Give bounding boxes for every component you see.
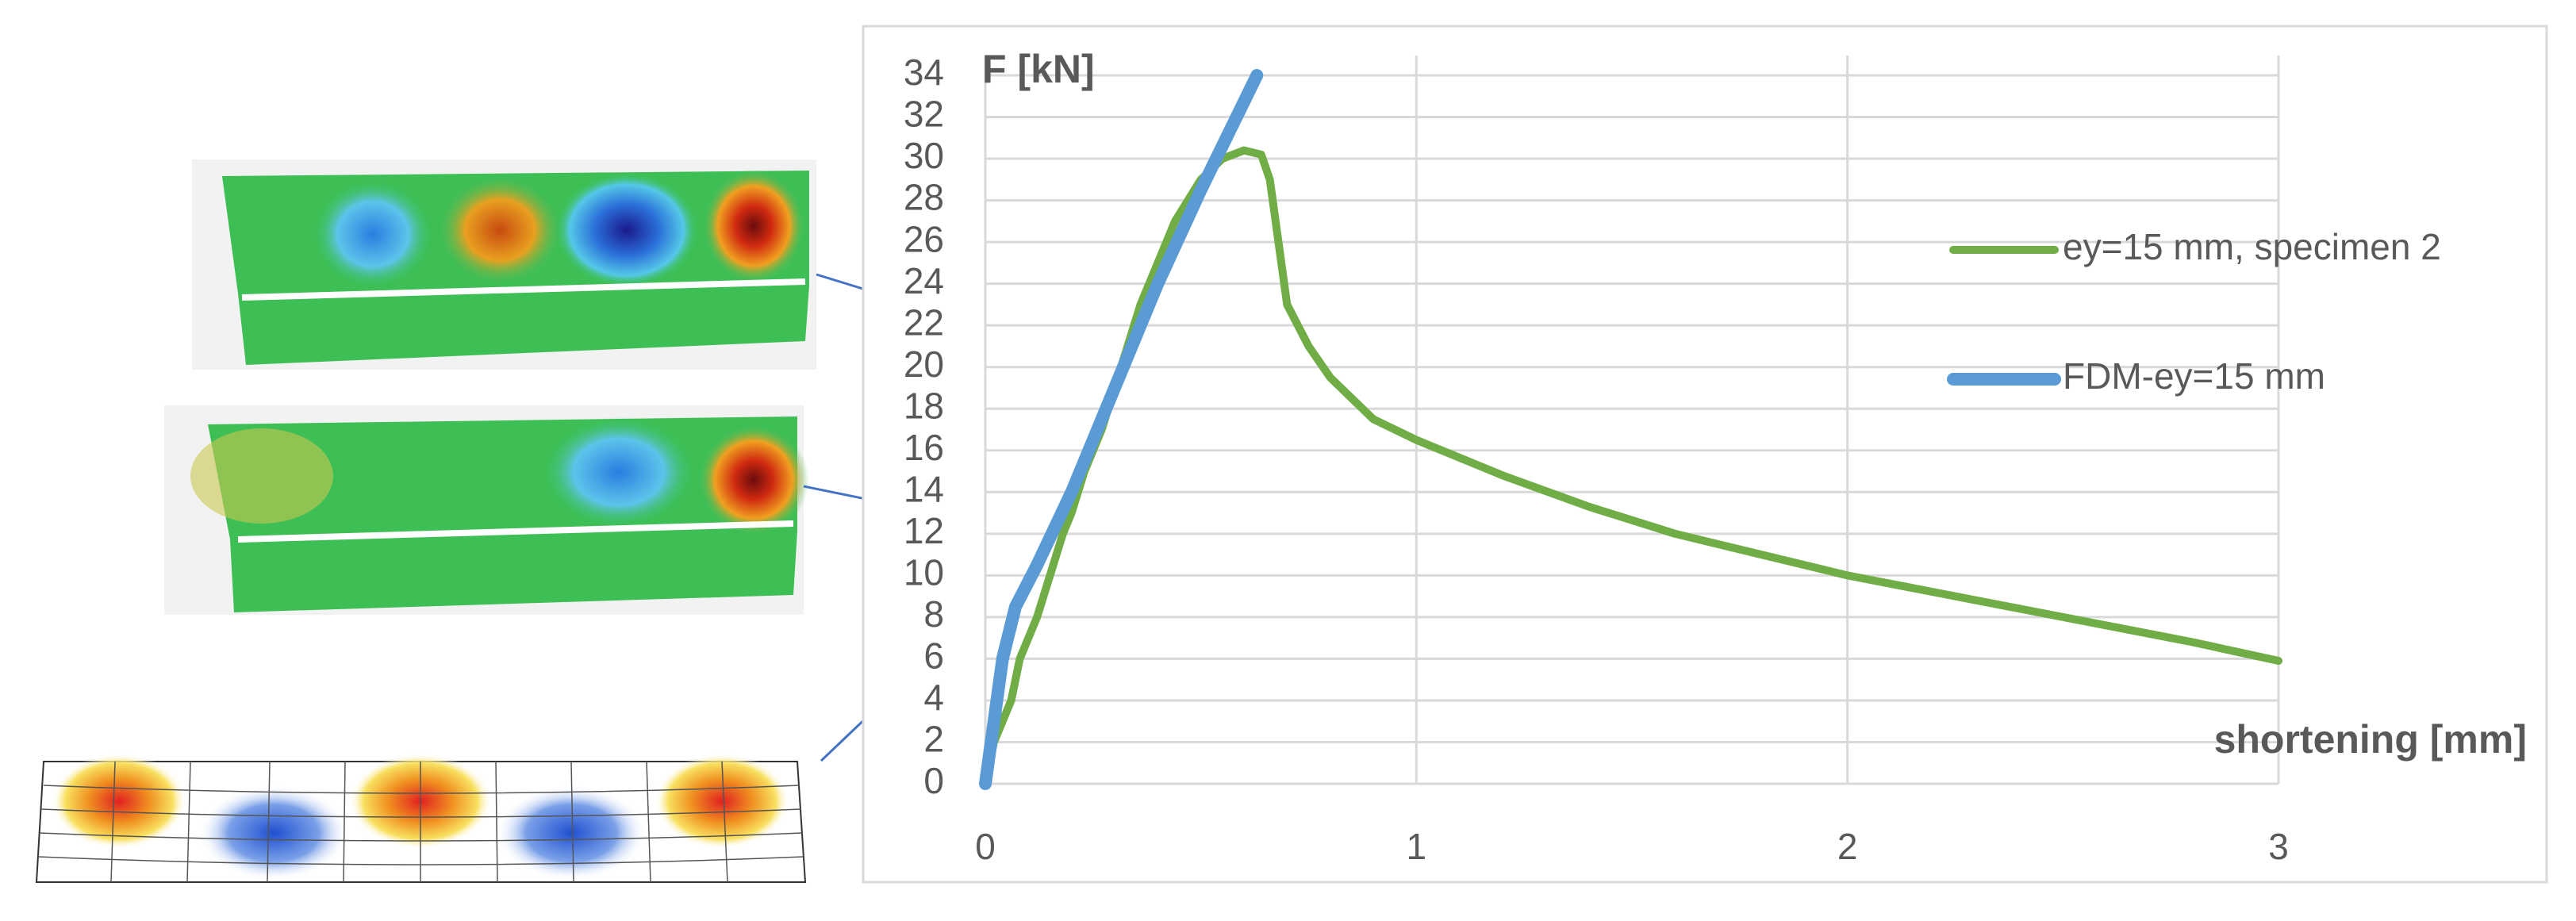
y-tick-label: 20: [904, 343, 944, 385]
y-axis-title: F [kN]: [982, 47, 1095, 91]
y-tick-label: 24: [904, 260, 944, 301]
data-line: [979, 69, 1264, 790]
y-tick-label: 6: [923, 635, 944, 677]
y-tick-label: 32: [904, 94, 944, 135]
y-tick-label: 2: [923, 719, 944, 760]
y-tick-label: 4: [923, 677, 944, 718]
scan-image-1: [192, 159, 816, 370]
y-tick-label: 18: [904, 385, 944, 426]
x-axis-title: shortening [mm]: [2214, 717, 2527, 762]
y-tick-label: 16: [904, 427, 944, 468]
y-tick-label: 10: [904, 552, 944, 593]
data-line: [981, 146, 2282, 788]
y-tick-label: 28: [904, 177, 944, 218]
y-tick-label: 34: [904, 52, 944, 93]
y-tick-label: 30: [904, 135, 944, 176]
scan-image-2: [164, 405, 809, 615]
y-tick-label: 22: [904, 301, 944, 343]
y-tick-label: 12: [904, 510, 944, 551]
fe-model-image: [35, 754, 807, 883]
y-tick-label: 8: [923, 593, 944, 635]
legend-label: FDM-ey=15 mm: [2063, 355, 2325, 397]
x-tick-label: 2: [1837, 826, 1858, 867]
legend-label: ey=15 mm, specimen 2: [2063, 226, 2441, 267]
x-tick-label: 3: [2268, 826, 2289, 867]
y-tick-label: 0: [923, 760, 944, 801]
x-tick-label: 0: [975, 826, 996, 867]
chart-frame: [862, 25, 2548, 884]
y-tick-label: 14: [904, 468, 944, 509]
x-tick-label: 1: [1407, 826, 1427, 867]
y-tick-label: 26: [904, 218, 944, 259]
